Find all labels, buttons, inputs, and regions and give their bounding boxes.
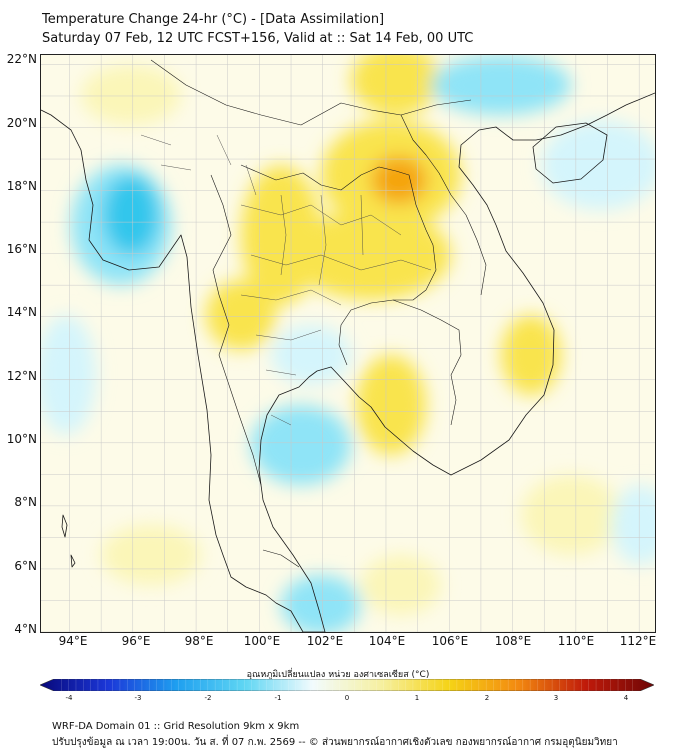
border-laos-vietnam (400, 114, 487, 296)
cool-anomaly-northeast (431, 55, 571, 115)
colorbar-tick-1: 1 (414, 694, 420, 702)
lat-label-20n: 20°N (6, 116, 37, 130)
colorbar-tick-minus2: -2 (204, 694, 212, 702)
lat-label-12n: 12°N (6, 369, 37, 383)
nicobar-island (70, 554, 76, 568)
warm-anomaly-south-west (101, 525, 201, 585)
temperature-change-map (41, 55, 655, 632)
warm-anomaly-east-sea (521, 475, 621, 555)
strong-cool-anomaly-bay-of-bengal (103, 175, 159, 255)
lat-label-16n: 16°N (6, 242, 37, 256)
warm-anomaly-north-top (351, 55, 441, 115)
chart-title: Temperature Change 24-hr (°C) - [Data As… (42, 12, 385, 27)
lat-label-18n: 18°N (6, 179, 37, 193)
border-thailand-laos (240, 164, 437, 301)
border-myanmar-thailand (210, 174, 262, 486)
footer-update-info: ปรับปรุงข้อมูล ณ เวลา 19:00น. วัน ส. ที่… (52, 737, 618, 748)
warm-anomaly-cambodia (356, 355, 426, 455)
cool-anomaly-gulf-of-thailand (251, 405, 351, 485)
warm-anomaly-south-mid (361, 555, 441, 615)
chart-subtitle: Saturday 07 Feb, 12 UTC FCST+156, Valid … (42, 31, 474, 46)
border-cambodia-vietnam (392, 299, 462, 426)
lon-label-102e: 102°E (306, 634, 344, 648)
warm-anomaly-northeast-thailand (291, 210, 451, 300)
cool-anomaly-east (611, 485, 655, 565)
warm-anomaly-central-west (206, 280, 276, 350)
lat-label-6n: 6°N (14, 559, 37, 573)
lon-label-112e: 112°E (619, 634, 657, 648)
mainland-coastline (41, 92, 655, 632)
lon-label-94e: 94°E (58, 634, 88, 648)
lat-label-22n: 22°N (6, 52, 37, 66)
lon-label-108e: 108°E (494, 634, 532, 648)
lon-label-106e: 106°E (431, 634, 469, 648)
lon-label-110e: 110°E (557, 634, 595, 648)
map-panel[interactable] (40, 54, 656, 633)
lon-label-104e: 104°E (368, 634, 406, 648)
lat-label-10n: 10°N (6, 432, 37, 446)
strong-warm-anomaly-laos (371, 156, 427, 204)
lon-label-96e: 96°E (121, 634, 151, 648)
colorbar (40, 679, 654, 691)
lat-label-8n: 8°N (14, 495, 37, 509)
warm-anomaly-vietnam-coast (501, 315, 561, 395)
colorbar-tick-2: 2 (484, 694, 490, 702)
colorbar-tick-3: 3 (553, 694, 559, 702)
graticule (41, 55, 655, 632)
cool-anomaly-hainan (541, 120, 655, 210)
colorbar-tick-0: 0 (344, 694, 350, 702)
andaman-islands (61, 514, 68, 538)
lon-label-100e: 100°E (243, 634, 281, 648)
border-china-north (150, 59, 472, 126)
colorbar-tick-4: 4 (623, 694, 629, 702)
border-malaysia-thailand (262, 549, 300, 568)
lat-label-14n: 14°N (6, 305, 37, 319)
warm-anomaly-myanmar-west (81, 65, 181, 125)
coastlines-and-borders (41, 59, 655, 632)
colorbar-title: อุณหภูมิเปลี่ยนแปลง หน่วย องศาเซลเซียส (… (246, 670, 430, 680)
cool-anomaly-west-coast (41, 315, 96, 435)
colorbar-tick-minus3: -3 (134, 694, 142, 702)
province-lines (140, 134, 432, 426)
colorbar-tick-minus1: -1 (274, 694, 282, 702)
cool-anomaly-south (281, 575, 361, 632)
hainan-island (532, 122, 608, 184)
lat-label-4n: 4°N (14, 622, 37, 636)
border-thailand-cambodia (338, 299, 394, 366)
colorbar-tick-minus4: -4 (65, 694, 73, 702)
footer-model-info: WRF-DA Domain 01 :: Grid Resolution 9km … (52, 721, 300, 732)
lon-label-98e: 98°E (184, 634, 214, 648)
warm-anomaly-north-thailand (241, 165, 321, 305)
